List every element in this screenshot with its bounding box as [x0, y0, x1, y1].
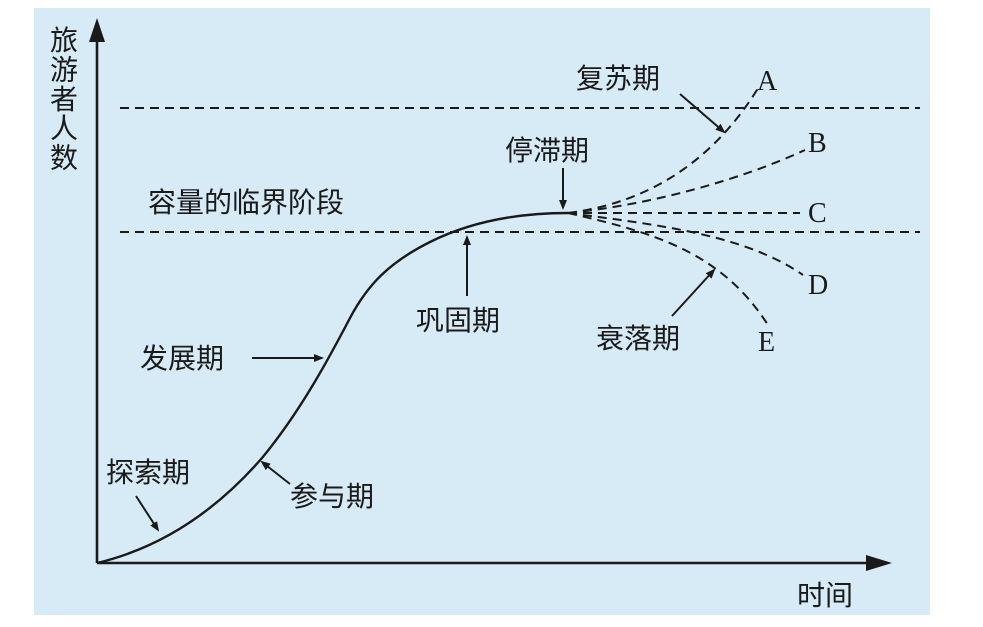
- decline-arrow: [671, 268, 716, 317]
- y-axis-label-char: 者: [50, 83, 78, 116]
- x-axis-label: 时间: [797, 579, 853, 612]
- branch-e-curve: [567, 212, 769, 326]
- y-axis-label-char: 数: [50, 142, 78, 175]
- stage-decline-label: 衰落期: [596, 322, 680, 355]
- y-axis-label-char: 人: [50, 112, 78, 145]
- stage-development-label: 发展期: [140, 342, 224, 375]
- rejuvenation-arrow: [679, 93, 726, 134]
- y-axis-label: 旅游者人数: [50, 24, 78, 175]
- branch-c-label: C: [808, 198, 827, 229]
- branch-d-curve: [567, 212, 804, 276]
- branch-e-label: E: [758, 327, 775, 358]
- stage-stagnation-label: 停滞期: [505, 134, 589, 167]
- x-axis-arrow: [866, 555, 892, 571]
- branch-a-label: A: [757, 66, 778, 97]
- involvement-arrow: [260, 460, 291, 485]
- branch-b-curve: [567, 149, 806, 214]
- branch-b-label: B: [808, 128, 827, 159]
- y-axis-label-char: 游: [50, 53, 78, 86]
- axes: [89, 18, 892, 571]
- stage-exploration-label: 探索期: [106, 456, 190, 489]
- diagram-background: [34, 8, 930, 615]
- y-axis-arrow: [89, 18, 105, 42]
- branch-a-curve: [567, 84, 761, 214]
- stage-involvement-label: 参与期: [290, 480, 374, 513]
- stage-rejuvenation-label: 复苏期: [576, 62, 660, 95]
- exploration-arrow: [135, 495, 160, 532]
- life-cycle-curve: [96, 211, 569, 565]
- capacity-label: 容量的临界阶段: [148, 186, 344, 219]
- y-axis-label-char: 旅: [50, 24, 78, 57]
- branch-d-label: D: [808, 270, 828, 301]
- stage-consolidation-label: 巩固期: [416, 304, 500, 337]
